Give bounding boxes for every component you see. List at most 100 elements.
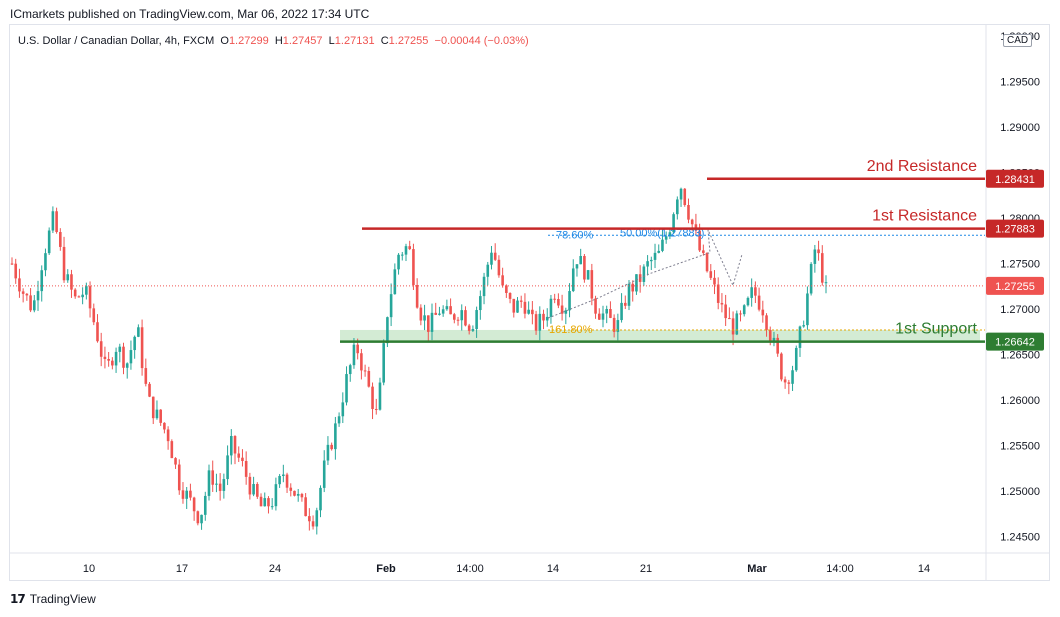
- candle-body: [285, 474, 289, 488]
- candle-body: [742, 305, 746, 315]
- candle-body: [453, 314, 456, 320]
- candle-body: [612, 317, 616, 332]
- candle-body: [222, 479, 226, 491]
- symbol-name: U.S. Dollar / Canadian Dollar, 4h, FXCM: [18, 35, 215, 47]
- candle-body: [282, 474, 285, 477]
- candle-body: [404, 246, 408, 255]
- candle-body: [464, 310, 467, 326]
- candle-body: [311, 521, 315, 527]
- y-tick-label: 1.27500: [1000, 259, 1040, 271]
- candle-body: [746, 297, 750, 306]
- candle-body: [44, 253, 47, 271]
- candle-body: [73, 289, 77, 297]
- candle-body: [817, 249, 820, 254]
- y-tick-label: 1.25000: [1000, 486, 1040, 498]
- footer-brand[interactable]: 17 TradingView: [10, 592, 96, 606]
- candle-body: [25, 293, 29, 296]
- candle-body: [620, 302, 623, 321]
- candle-body: [590, 270, 594, 299]
- candle-body: [229, 436, 233, 456]
- candle-body: [151, 396, 155, 419]
- candle-body: [735, 313, 739, 335]
- candle-body: [750, 287, 753, 298]
- x-tick-label: 14:00: [826, 563, 854, 575]
- fib-label: 78.60%: [556, 229, 594, 241]
- candle-body: [374, 408, 378, 410]
- candle-body: [508, 292, 512, 299]
- candle-body: [226, 455, 229, 480]
- level-price-tag: [986, 219, 1044, 238]
- candle-body: [412, 249, 415, 285]
- candle-body: [267, 498, 270, 507]
- candle-body: [824, 282, 828, 284]
- candle-body: [345, 374, 348, 403]
- candle-body: [88, 286, 92, 309]
- candle-body: [653, 252, 657, 260]
- candle-body: [189, 490, 192, 498]
- candle-body: [757, 295, 761, 310]
- candle-body: [348, 365, 352, 375]
- candle-body: [642, 266, 646, 282]
- candle-body: [341, 402, 345, 417]
- candle-body: [163, 422, 166, 430]
- candle-body: [676, 199, 679, 215]
- x-tick-label: 10: [83, 563, 95, 575]
- candle-body: [516, 300, 519, 313]
- current-price-tag: [986, 276, 1044, 295]
- fib-label: 161.80%: [549, 324, 593, 336]
- candle-body: [527, 309, 530, 314]
- level-name-label: 1st Support: [895, 321, 977, 338]
- x-tick-label: 14:00: [456, 563, 484, 575]
- candle-body: [185, 490, 188, 499]
- candle-body: [523, 301, 527, 314]
- candle-body: [754, 287, 757, 296]
- candle-body: [81, 294, 84, 298]
- candle-body: [426, 315, 430, 332]
- fib-label: 50.00%(1.27883): [620, 227, 704, 239]
- y-tick-label: 1.27000: [1000, 304, 1040, 316]
- candle-body: [679, 188, 683, 200]
- candle-body: [776, 337, 779, 354]
- candle-body: [18, 278, 21, 292]
- candle-body: [51, 211, 55, 231]
- candle-body: [114, 351, 118, 366]
- candle-body: [635, 274, 638, 292]
- candle-body: [631, 283, 635, 292]
- candle-body: [787, 382, 791, 384]
- candle-body: [315, 510, 319, 527]
- candle-body: [177, 464, 181, 491]
- candle-body: [96, 322, 99, 342]
- candle-body: [99, 341, 103, 357]
- candle-body: [244, 461, 248, 477]
- candle-body: [382, 343, 385, 383]
- candle-body: [623, 302, 627, 306]
- low-value: 1.27131: [334, 35, 375, 47]
- candle-body: [542, 313, 545, 321]
- candle-body: [133, 336, 136, 351]
- candle-body: [107, 359, 110, 361]
- candle-body: [739, 313, 742, 315]
- candle-body: [296, 493, 300, 496]
- candle-body: [698, 230, 701, 251]
- candle-body: [304, 497, 307, 517]
- candle-body: [798, 326, 802, 348]
- close-value: 1.27255: [388, 35, 429, 47]
- candle-body: [657, 250, 661, 253]
- candle-body: [560, 305, 564, 314]
- candle-body: [475, 310, 478, 330]
- candle-body: [609, 309, 612, 318]
- candle-body: [705, 252, 709, 272]
- candle-body: [490, 252, 493, 265]
- currency-badge[interactable]: CAD: [1003, 34, 1033, 47]
- candle-body: [319, 487, 322, 511]
- candle-body: [430, 312, 434, 332]
- candle-body: [330, 444, 333, 450]
- candle-body: [441, 309, 445, 314]
- candle-body: [70, 274, 73, 290]
- level-price-tag: [986, 332, 1044, 351]
- candle-body: [137, 327, 140, 337]
- candle-body: [549, 298, 553, 317]
- candle-body: [594, 298, 597, 314]
- candle-body: [806, 293, 809, 326]
